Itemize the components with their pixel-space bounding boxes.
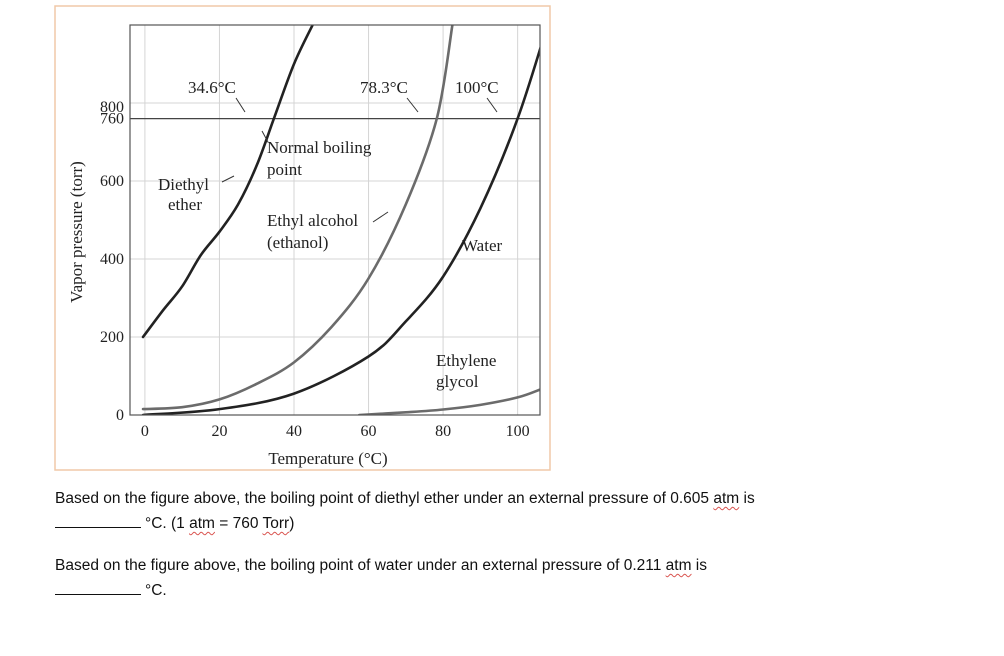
leader-bp-ether	[235, 97, 246, 113]
series-line-1	[141, 25, 454, 411]
leader-ether	[221, 175, 235, 183]
question-2-unit: °C.	[145, 582, 167, 599]
x-tick-label-3: 60	[361, 423, 377, 440]
y-tick-label-3: 600	[100, 173, 124, 190]
x-tick-label-4: 80	[435, 423, 451, 440]
nbp-label-line1: Normal boiling	[267, 138, 372, 157]
ether-label-line2: ether	[168, 195, 202, 214]
question-1-unit: °C. (1	[145, 515, 190, 532]
series-line-2	[141, 44, 540, 415]
question-1-atm: atm	[713, 490, 740, 507]
glycol-label-line1: Ethylene	[436, 351, 496, 370]
question-2-atm: atm	[665, 557, 692, 574]
question-2-text: Based on the figure above, the boiling p…	[55, 557, 666, 574]
y-tick-label-0: 0	[116, 407, 124, 424]
x-tick-label-5: 100	[506, 423, 530, 440]
y-tick-label-1: 200	[100, 329, 124, 346]
x-tick-label-0: 0	[141, 423, 149, 440]
question-2: Based on the figure above, the boiling p…	[55, 553, 985, 603]
figure-border	[54, 5, 551, 471]
y-axis-title: Vapor pressure (torr)	[67, 161, 86, 303]
ethanol-label-line1: Ethyl alcohol	[267, 211, 358, 230]
question-1-is: is	[739, 490, 755, 507]
x-tick-label-1: 20	[211, 423, 227, 440]
leader-bp-water	[486, 97, 498, 113]
series-line-0	[141, 25, 314, 339]
answer-blank-2[interactable]	[55, 580, 141, 595]
bp-ethanol-label: 78.3°C	[360, 78, 408, 97]
nbp-label-line2: point	[267, 160, 302, 179]
leader-ethanol	[372, 211, 389, 223]
y-tick-label-5: 800	[100, 99, 124, 116]
question-1-atm-2: atm	[189, 515, 215, 532]
series-line-3	[357, 388, 540, 415]
x-axis-title: Temperature (°C)	[268, 449, 387, 468]
ether-label-line1: Diethyl	[158, 175, 209, 194]
question-1-torr: Torr	[262, 515, 290, 532]
bp-ether-label: 34.6°C	[188, 78, 236, 97]
curves	[141, 25, 540, 415]
question-1-eq: = 760	[214, 515, 263, 532]
bp-water-label: 100°C	[455, 78, 499, 97]
ethanol-label-line2: (ethanol)	[267, 233, 328, 252]
y-tick-label-2: 400	[100, 251, 124, 268]
leader-lines	[221, 97, 498, 223]
plot-frame	[129, 24, 541, 416]
x-tick-label-2: 40	[286, 423, 302, 440]
y-tick-label-4: 760	[100, 111, 124, 128]
question-1: Based on the figure above, the boiling p…	[55, 486, 985, 536]
leader-nbp	[261, 130, 269, 143]
question-1-text: Based on the figure above, the boiling p…	[55, 490, 714, 507]
answer-blank-1[interactable]	[55, 513, 141, 528]
leader-bp-ethanol	[406, 97, 419, 113]
question-1-close: )	[289, 515, 295, 532]
glycol-label-line2: glycol	[436, 372, 479, 391]
annotations: 34.6°C 78.3°C 100°C Normal boiling point…	[158, 78, 502, 391]
question-2-is: is	[691, 557, 707, 574]
water-label: Water	[462, 236, 502, 255]
